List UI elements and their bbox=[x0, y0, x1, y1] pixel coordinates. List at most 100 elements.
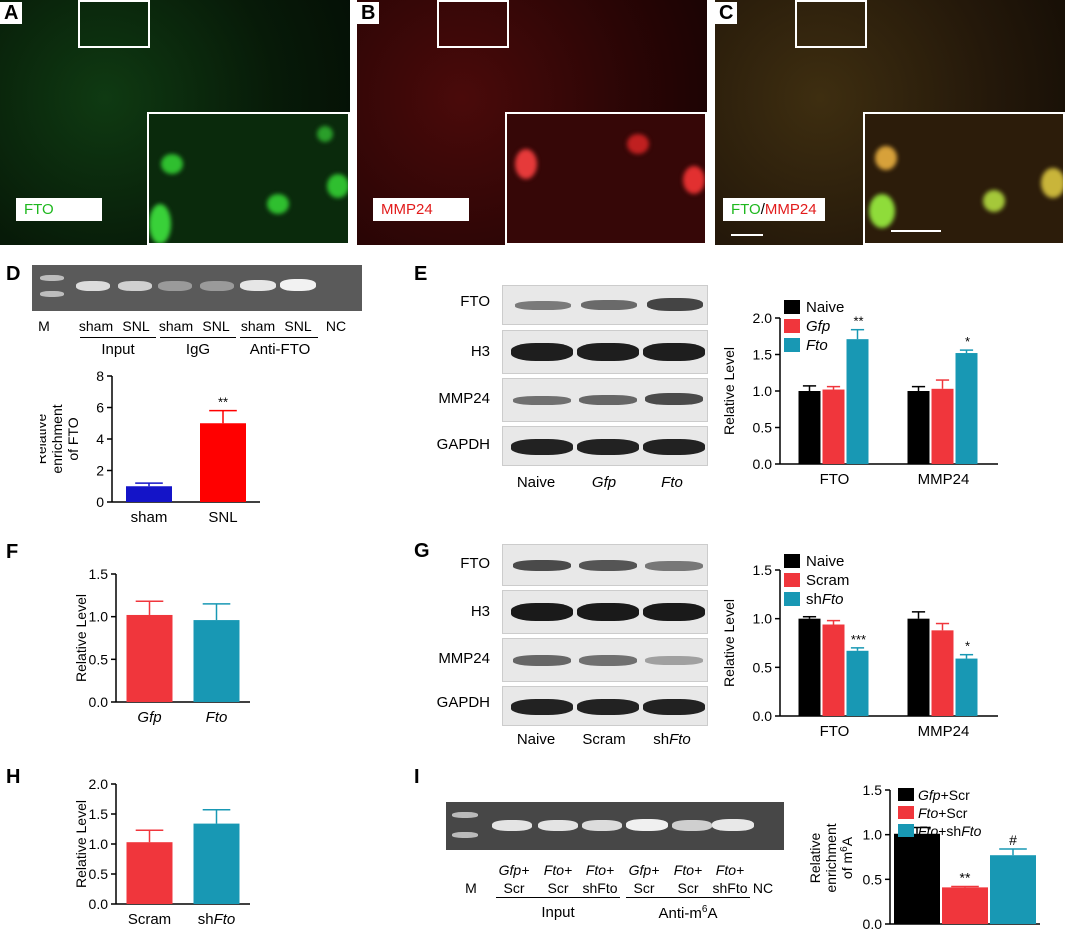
group-underline bbox=[80, 337, 156, 338]
significance-mark: ** bbox=[853, 314, 863, 329]
inset-marker bbox=[795, 0, 867, 48]
blot-row-label: MMP24 bbox=[438, 650, 490, 667]
inset-zoom bbox=[863, 112, 1065, 245]
y-tick-label: 2.0 bbox=[89, 776, 109, 792]
significance-mark: * bbox=[965, 639, 970, 654]
micrograph-mmp24: MMP24 bbox=[357, 0, 707, 245]
blot-strip bbox=[502, 285, 708, 325]
blot-lane-label: Naive bbox=[516, 731, 556, 748]
y-tick-label: 0.5 bbox=[753, 420, 773, 436]
bar bbox=[907, 618, 930, 716]
legend-label: Naive bbox=[806, 299, 844, 316]
y-tick-label: 0.0 bbox=[89, 896, 109, 912]
blot-strip bbox=[502, 426, 708, 466]
gel-lane-label: Scr bbox=[503, 880, 525, 896]
group-underline bbox=[240, 337, 318, 338]
inset-zoom bbox=[147, 112, 350, 245]
y-tick-label: 0.0 bbox=[863, 916, 883, 932]
gel-lane-label: Fto+ bbox=[585, 862, 615, 878]
gel-lane-label: Scr bbox=[677, 880, 699, 896]
bar bbox=[990, 855, 1036, 924]
y-tick-label: 1.0 bbox=[89, 609, 109, 625]
blot-strip bbox=[502, 330, 708, 374]
bar bbox=[907, 391, 930, 464]
legend-label: Naive bbox=[806, 553, 844, 570]
blot-row-label: GAPDH bbox=[436, 694, 490, 711]
panel-label: C bbox=[715, 2, 738, 24]
y-axis-label: Relative Level bbox=[721, 599, 737, 687]
blot-strip bbox=[502, 686, 708, 726]
chart-f: 0.0 0.5 1.0 1.5 Gfp Fto Relative Level bbox=[73, 566, 250, 726]
panel-label: I bbox=[410, 766, 424, 788]
y-tick-label: 1.5 bbox=[863, 782, 883, 798]
blot-row-label: MMP24 bbox=[438, 390, 490, 407]
chart-h: 0.0 0.5 1.0 1.5 2.0 Scram shFto Relative Level bbox=[73, 776, 250, 928]
x-tick-label: FTO bbox=[820, 471, 850, 488]
x-tick-label: SNL bbox=[208, 509, 237, 526]
blot-strip bbox=[502, 378, 708, 422]
gel-lane-label: shFto bbox=[582, 880, 618, 896]
panel-label: F bbox=[2, 541, 23, 563]
group-label: Anti-m6A bbox=[658, 904, 718, 922]
legend-swatch bbox=[898, 788, 914, 801]
bar bbox=[894, 833, 940, 924]
legend-swatch bbox=[784, 554, 800, 568]
scale-bar bbox=[891, 230, 941, 232]
gel-lane-label: NC bbox=[752, 880, 774, 896]
x-tick-label: Scram bbox=[128, 911, 171, 928]
legend-swatch bbox=[784, 592, 800, 606]
y-tick-label: 1.5 bbox=[89, 806, 109, 822]
blot-row-label: H3 bbox=[470, 603, 490, 620]
chart-e: 0.0 0.5 1.0 1.5 2.0 ** FTO * MMP24 Naive Gfp Fto Rel… bbox=[721, 299, 998, 488]
y-tick-label: 0.0 bbox=[89, 694, 109, 710]
gel-lane-label: M bbox=[38, 318, 50, 334]
gel-lane-label: sham bbox=[78, 318, 114, 334]
significance-mark: ** bbox=[218, 395, 228, 410]
significance-mark: ** bbox=[960, 869, 971, 885]
y-tick-label: 1.5 bbox=[753, 562, 773, 578]
gel-lane-label: SNL bbox=[122, 318, 150, 334]
y-axis-label: Relative Level bbox=[721, 347, 737, 435]
y-axis-label: Relative Level bbox=[73, 800, 89, 888]
bar bbox=[193, 823, 240, 904]
panel-label: G bbox=[410, 540, 434, 562]
blot-row-label: GAPDH bbox=[436, 436, 490, 453]
gel-lane-label: Scr bbox=[547, 880, 569, 896]
blot-strip bbox=[502, 590, 708, 634]
group-underline bbox=[626, 897, 750, 898]
group-underline bbox=[496, 897, 620, 898]
gel-lane-label: Scr bbox=[633, 880, 655, 896]
gel-image bbox=[32, 265, 362, 311]
stain-label-mmp24: MMP24 bbox=[764, 201, 817, 218]
bar bbox=[126, 486, 172, 502]
y-tick-label: 1.5 bbox=[89, 566, 109, 582]
x-tick-label: MMP24 bbox=[918, 723, 970, 740]
y-tick-label: 4 bbox=[96, 431, 104, 447]
legend-swatch bbox=[898, 824, 914, 837]
x-tick-label: FTO bbox=[820, 723, 850, 740]
legend-label: Fto bbox=[806, 337, 828, 354]
legend-swatch bbox=[784, 319, 800, 333]
x-tick-label: Gfp bbox=[137, 709, 161, 726]
legend-label: shFto bbox=[806, 591, 844, 608]
gel-lane-label: M bbox=[465, 880, 477, 896]
bar bbox=[822, 624, 845, 716]
inset-marker bbox=[78, 0, 150, 48]
gel-lane-label: sham bbox=[240, 318, 276, 334]
x-tick-label: Fto bbox=[206, 709, 228, 726]
blot-row-label: H3 bbox=[470, 343, 490, 360]
scale-bar bbox=[731, 234, 763, 236]
chart-g: 0.0 0.5 1.0 1.5 *** FTO * MMP24 Naive Scram shFto R… bbox=[721, 553, 998, 740]
y-tick-label: 1.0 bbox=[89, 836, 109, 852]
panel-label: B bbox=[357, 2, 380, 24]
bar bbox=[822, 389, 845, 464]
group-label: IgG bbox=[185, 341, 211, 358]
micrograph-merge: FTO/MMP24 bbox=[715, 0, 1065, 245]
bar bbox=[955, 353, 978, 464]
y-axis-label: Relative Level bbox=[73, 594, 89, 682]
stain-label: FTO bbox=[16, 198, 102, 221]
blot-lane-label: Naive bbox=[516, 474, 556, 491]
legend-swatch bbox=[784, 573, 800, 587]
gel-lane-label: shFto bbox=[712, 880, 748, 896]
y-tick-label: 1.0 bbox=[753, 383, 773, 399]
